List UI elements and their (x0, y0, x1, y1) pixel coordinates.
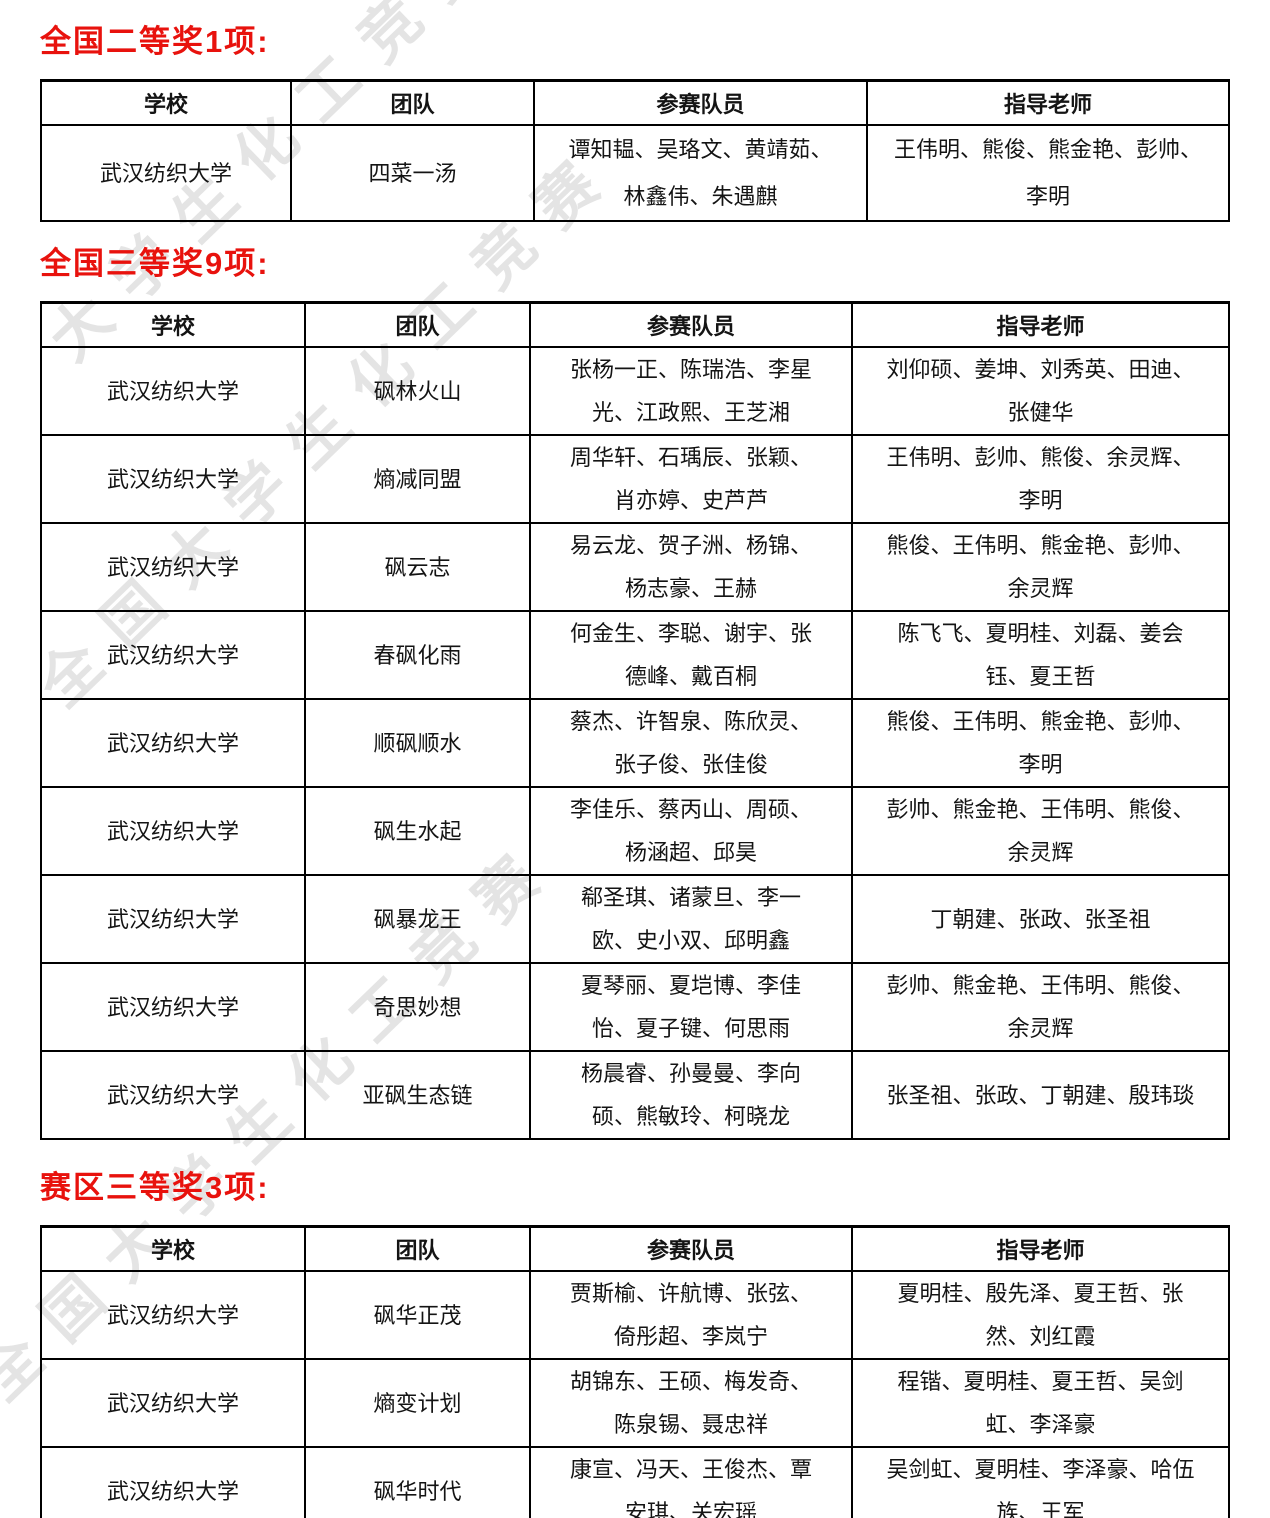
table-row: 武汉纺织大学 砜生水起 李佳乐、蔡丙山、周硕、杨涵超、邱昊 彭帅、熊金艳、王伟明… (40, 786, 1230, 876)
table-row: 武汉纺织大学 砜暴龙王 郗圣琪、诸蒙旦、李一欧、史小双、邱明鑫 丁朝建、张政、张… (40, 874, 1230, 964)
column-header: 指导老师 (866, 79, 1230, 126)
section-heading: 全国三等奖9项: (40, 246, 270, 281)
column-header: 指导老师 (851, 301, 1230, 348)
school-cell: 武汉纺织大学 (40, 434, 306, 524)
table-row: 武汉纺织大学 砜林火山 张杨一正、陈瑞浩、李星光、江政熙、王芝湘 刘仰硕、姜坤、… (40, 346, 1230, 436)
advisors-cell: 吴剑虹、夏明桂、李泽豪、哈伍族、王军 (851, 1446, 1230, 1518)
team-cell: 亚砜生态链 (304, 1050, 531, 1140)
awards-table: 学校 团队 参赛队员 指导老师 武汉纺织大学 四菜一汤 谭知韫、吴珞文、黄靖茹、林鑫伟… (40, 79, 1230, 222)
table-row: 武汉纺织大学 春砜化雨 何金生、李聪、谢宇、张德峰、戴百桐 陈飞飞、夏明桂、刘磊… (40, 610, 1230, 700)
team-cell: 顺砜顺水 (304, 698, 531, 788)
column-header: 学校 (40, 1225, 306, 1272)
members-cell: 郗圣琪、诸蒙旦、李一欧、史小双、邱明鑫 (529, 874, 853, 964)
advisors-cell: 彭帅、熊金艳、王伟明、熊俊、余灵辉 (851, 962, 1230, 1052)
school-cell: 武汉纺织大学 (40, 786, 306, 876)
members-cell: 何金生、李聪、谢宇、张德峰、戴百桐 (529, 610, 853, 700)
awards-table: 学校 团队 参赛队员 指导老师 武汉纺织大学 砜华正茂 贾斯榆、许航博、张弦、倚彤超、… (40, 1225, 1230, 1518)
school-cell: 武汉纺织大学 (40, 1446, 306, 1518)
team-cell: 砜华时代 (304, 1446, 531, 1518)
advisors-cell: 刘仰硕、姜坤、刘秀英、田迪、张健华 (851, 346, 1230, 436)
advisors-cell: 彭帅、熊金艳、王伟明、熊俊、余灵辉 (851, 786, 1230, 876)
column-header: 团队 (304, 1225, 531, 1272)
column-header: 学校 (40, 79, 292, 126)
school-cell: 武汉纺织大学 (40, 874, 306, 964)
members-cell: 夏琴丽、夏垲博、李佳怡、夏子键、何思雨 (529, 962, 853, 1052)
school-cell: 武汉纺织大学 (40, 610, 306, 700)
members-cell: 蔡杰、许智泉、陈欣灵、张子俊、张佳俊 (529, 698, 853, 788)
header-row: 学校 团队 参赛队员 指导老师 (40, 1225, 1230, 1272)
table-row: 武汉纺织大学 顺砜顺水 蔡杰、许智泉、陈欣灵、张子俊、张佳俊 熊俊、王伟明、熊金… (40, 698, 1230, 788)
advisors-cell: 程锴、夏明桂、夏王哲、吴剑虹、李泽豪 (851, 1358, 1230, 1448)
advisors-cell: 熊俊、王伟明、熊金艳、彭帅、李明 (851, 698, 1230, 788)
awards-table: 学校 团队 参赛队员 指导老师 武汉纺织大学 砜林火山 张杨一正、陈瑞浩、李星光、江政… (40, 301, 1230, 1140)
school-cell: 武汉纺织大学 (40, 1358, 306, 1448)
column-header: 团队 (304, 301, 531, 348)
award-section-national-second: 全国二等奖1项: 学校 团队 参赛队员 指导老师 武汉纺织大学 四菜一汤 谭知韫、吴珞… (40, 24, 1230, 222)
team-cell: 砜生水起 (304, 786, 531, 876)
column-header: 学校 (40, 301, 306, 348)
advisors-cell: 王伟明、熊俊、熊金艳、彭帅、李明 (866, 124, 1230, 222)
team-cell: 砜华正茂 (304, 1270, 531, 1360)
advisors-cell: 丁朝建、张政、张圣祖 (851, 874, 1230, 964)
column-header: 指导老师 (851, 1225, 1230, 1272)
column-header: 参赛队员 (529, 1225, 853, 1272)
members-cell: 谭知韫、吴珞文、黄靖茹、林鑫伟、朱遇麒 (533, 124, 868, 222)
team-cell: 砜林火山 (304, 346, 531, 436)
members-cell: 贾斯榆、许航博、张弦、倚彤超、李岚宁 (529, 1270, 853, 1360)
section-heading: 赛区三等奖3项: (40, 1170, 270, 1205)
members-cell: 胡锦东、王硕、梅发奇、陈泉锡、聂忠祥 (529, 1358, 853, 1448)
advisors-cell: 夏明桂、殷先泽、夏王哲、张然、刘红霞 (851, 1270, 1230, 1360)
school-cell: 武汉纺织大学 (40, 124, 292, 222)
school-cell: 武汉纺织大学 (40, 346, 306, 436)
school-cell: 武汉纺织大学 (40, 962, 306, 1052)
team-cell: 熵减同盟 (304, 434, 531, 524)
advisors-cell: 王伟明、彭帅、熊俊、余灵辉、李明 (851, 434, 1230, 524)
award-section-regional-third: 赛区三等奖3项: 学校 团队 参赛队员 指导老师 武汉纺织大学 砜华正茂 贾斯榆、许航… (40, 1170, 1230, 1518)
table-row: 武汉纺织大学 砜华时代 康宣、冯天、王俊杰、覃安琪、关宏瑶 吴剑虹、夏明桂、李泽… (40, 1446, 1230, 1518)
table-row: 武汉纺织大学 熵变计划 胡锦东、王硕、梅发奇、陈泉锡、聂忠祥 程锴、夏明桂、夏王… (40, 1358, 1230, 1448)
header-row: 学校 团队 参赛队员 指导老师 (40, 301, 1230, 348)
advisors-cell: 张圣祖、张政、丁朝建、殷玮琰 (851, 1050, 1230, 1140)
team-cell: 砜云志 (304, 522, 531, 612)
team-cell: 奇思妙想 (304, 962, 531, 1052)
table-row: 武汉纺织大学 熵减同盟 周华轩、石瑀辰、张颖、肖亦婷、史芦芦 王伟明、彭帅、熊俊… (40, 434, 1230, 524)
table-row: 武汉纺织大学 砜华正茂 贾斯榆、许航博、张弦、倚彤超、李岚宁 夏明桂、殷先泽、夏… (40, 1270, 1230, 1360)
table-row: 武汉纺织大学 奇思妙想 夏琴丽、夏垲博、李佳怡、夏子键、何思雨 彭帅、熊金艳、王… (40, 962, 1230, 1052)
members-cell: 康宣、冯天、王俊杰、覃安琪、关宏瑶 (529, 1446, 853, 1518)
award-section-national-third: 全国三等奖9项: 学校 团队 参赛队员 指导老师 武汉纺织大学 砜林火山 张杨一正、陈… (40, 246, 1230, 1140)
team-cell: 砜暴龙王 (304, 874, 531, 964)
table-row: 武汉纺织大学 四菜一汤 谭知韫、吴珞文、黄靖茹、林鑫伟、朱遇麒 王伟明、熊俊、熊… (40, 124, 1230, 222)
team-cell: 熵变计划 (304, 1358, 531, 1448)
column-header: 参赛队员 (533, 79, 868, 126)
school-cell: 武汉纺织大学 (40, 1050, 306, 1140)
advisors-cell: 熊俊、王伟明、熊金艳、彭帅、余灵辉 (851, 522, 1230, 612)
advisors-cell: 陈飞飞、夏明桂、刘磊、姜会钰、夏王哲 (851, 610, 1230, 700)
members-cell: 杨晨睿、孙曼曼、李向硕、熊敏玲、柯晓龙 (529, 1050, 853, 1140)
members-cell: 易云龙、贺子洲、杨锦、杨志豪、王赫 (529, 522, 853, 612)
members-cell: 周华轩、石瑀辰、张颖、肖亦婷、史芦芦 (529, 434, 853, 524)
column-header: 团队 (290, 79, 535, 126)
column-header: 参赛队员 (529, 301, 853, 348)
members-cell: 李佳乐、蔡丙山、周硕、杨涵超、邱昊 (529, 786, 853, 876)
school-cell: 武汉纺织大学 (40, 1270, 306, 1360)
school-cell: 武汉纺织大学 (40, 698, 306, 788)
team-cell: 春砜化雨 (304, 610, 531, 700)
team-cell: 四菜一汤 (290, 124, 535, 222)
section-heading: 全国二等奖1项: (40, 24, 270, 59)
school-cell: 武汉纺织大学 (40, 522, 306, 612)
header-row: 学校 团队 参赛队员 指导老师 (40, 79, 1230, 126)
members-cell: 张杨一正、陈瑞浩、李星光、江政熙、王芝湘 (529, 346, 853, 436)
table-row: 武汉纺织大学 砜云志 易云龙、贺子洲、杨锦、杨志豪、王赫 熊俊、王伟明、熊金艳、… (40, 522, 1230, 612)
table-row: 武汉纺织大学 亚砜生态链 杨晨睿、孙曼曼、李向硕、熊敏玲、柯晓龙 张圣祖、张政、… (40, 1050, 1230, 1140)
